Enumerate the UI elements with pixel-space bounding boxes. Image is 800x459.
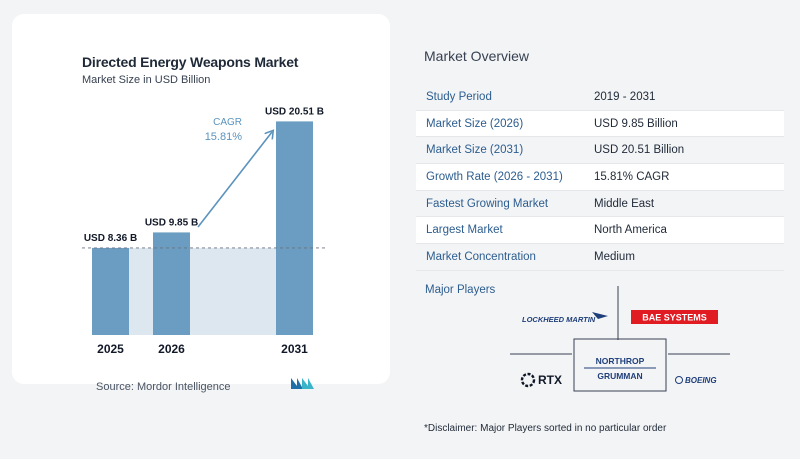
cagr-value: 15.81%: [205, 131, 243, 143]
overview-row: Fastest Growing Market Middle East: [416, 190, 784, 218]
data-label: USD 9.85 B: [145, 217, 198, 228]
chart-card: Directed Energy Weapons Market Market Si…: [12, 14, 390, 393]
cagr-arrow: [197, 132, 272, 228]
lockheed-martin-text: LOCKHEED MARTIN: [522, 315, 596, 324]
market-overview-table: Study Period 2019 - 2031 Market Size (2026…: [416, 84, 784, 271]
overview-row: Market Concentration Medium: [416, 244, 784, 271]
disclaimer: *Disclaimer: Major Players sorted in no …: [424, 423, 667, 434]
overview-row-value: Medium: [594, 250, 635, 263]
data-label: USD 20.51 B: [265, 106, 324, 117]
overview-row: Study Period 2019 - 2031: [416, 84, 784, 111]
boeing-logo: BOEING: [675, 376, 717, 385]
chart-subtitle: Market Size in USD Billion: [82, 74, 211, 86]
lockheed-martin-logo: LOCKHEED MARTIN: [522, 312, 608, 324]
major-players-title: Major Players: [425, 284, 496, 296]
bar-2025: [92, 247, 129, 335]
overview-row-value: Middle East: [594, 197, 655, 210]
overview-row-label: Fastest Growing Market: [426, 197, 549, 210]
overview-title: Market Overview: [424, 48, 530, 64]
overview-row-label: Market Size (2031): [426, 144, 524, 157]
overview-row-label: Market Concentration: [426, 250, 536, 263]
overview-row-value: 2019 - 2031: [594, 90, 656, 103]
overview-row-label: Study Period: [426, 90, 492, 103]
overview-row: Growth Rate (2026 - 2031) 15.81% CAGR: [416, 164, 784, 191]
overview-row-value: USD 9.85 Billion: [594, 117, 678, 130]
bar-2031: [276, 121, 313, 335]
overview-row: Market Size (2026) USD 9.85 Billion: [416, 110, 784, 138]
rtx-text: RTX: [538, 373, 562, 387]
northrop-text: NORTHROP: [596, 356, 645, 366]
overview-row-label: Growth Rate (2026 - 2031): [426, 170, 563, 183]
overview-row-value: 15.81% CAGR: [594, 170, 670, 183]
bae-systems-logo: BAE SYSTEMS: [631, 310, 718, 324]
chart-title: Directed Energy Weapons Market: [82, 54, 299, 70]
overview-row: Market Size (2031) USD 20.51 Billion: [416, 137, 784, 165]
overview-row: Largest Market North America: [416, 217, 784, 245]
cagr-label: CAGR: [213, 117, 242, 128]
overview-row-value: North America: [594, 224, 667, 237]
source-note: Source: Mordor Intelligence: [96, 381, 231, 393]
x-tick-label: 2026: [158, 342, 185, 356]
overview-row-label: Largest Market: [426, 224, 503, 237]
major-players-logos: LOCKHEED MARTIN BAE SYSTEMS RTX NORTHROP…: [510, 286, 730, 392]
bar-2026: [153, 232, 190, 335]
bae-systems-text: BAE SYSTEMS: [642, 313, 707, 323]
mordor-intelligence-logo: [291, 378, 314, 389]
overview-row-label: Market Size (2026): [426, 117, 524, 130]
northrop-grumman-logo: NORTHROP GRUMMAN: [584, 356, 656, 381]
overview-row-value: USD 20.51 Billion: [594, 144, 685, 157]
grumman-text: GRUMMAN: [597, 371, 642, 381]
boeing-icon: [675, 376, 683, 384]
x-tick-label: 2025: [97, 342, 124, 356]
data-label: USD 8.36 B: [84, 233, 137, 244]
x-tick-label: 2031: [281, 342, 308, 356]
rtx-logo: RTX: [520, 372, 562, 388]
star-icon: [592, 312, 608, 319]
rtx-icon: [520, 372, 536, 388]
boeing-text: BOEING: [685, 376, 717, 385]
market-size-chart: USD 8.36 B 2025 USD 9.85 B 2026 USD 20.51 B 2…: [82, 106, 328, 356]
